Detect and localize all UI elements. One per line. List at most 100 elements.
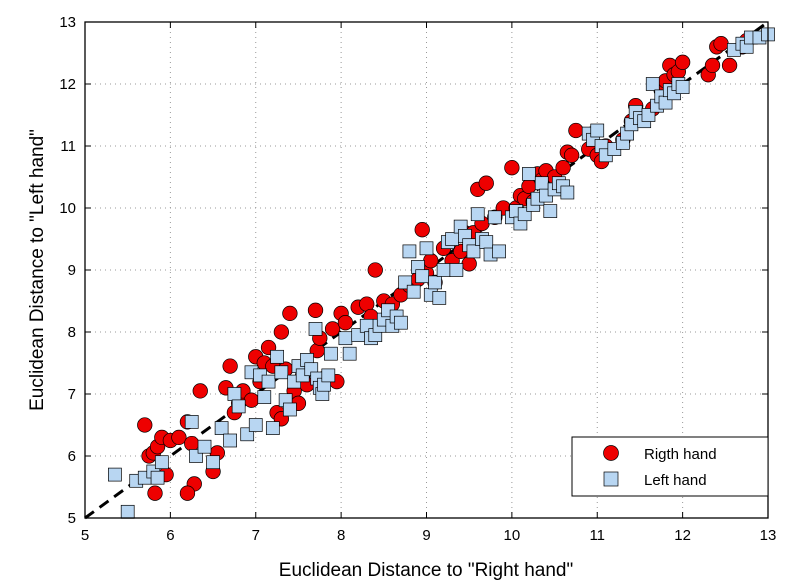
point-right-hand: [461, 256, 477, 272]
point-left-hand: [449, 263, 464, 277]
point-left-hand: [338, 331, 353, 346]
point-right-hand: [222, 358, 238, 374]
legend-marker-left-hand: [603, 471, 619, 487]
point-left-hand: [419, 241, 434, 256]
point-left-hand: [675, 80, 690, 94]
point-left-hand: [487, 210, 502, 225]
point-left-hand: [436, 263, 451, 277]
y-axis-title: Euclidean Distance to "Left hand": [27, 129, 48, 411]
point-right-hand: [243, 392, 260, 408]
point-left-hand: [150, 470, 165, 485]
x-tick-label: 10: [504, 527, 521, 544]
point-right-hand: [179, 485, 196, 501]
point-right-hand: [307, 302, 324, 318]
point-right-hand: [414, 222, 430, 238]
point-left-hand: [428, 275, 442, 290]
point-left-hand: [394, 315, 408, 330]
point-left-hand: [415, 269, 430, 284]
point-left-hand: [248, 418, 263, 432]
legend: Rigth hand Left hand: [571, 436, 769, 497]
y-tick-label: 8: [68, 324, 76, 341]
point-left-hand: [197, 439, 212, 454]
point-left-hand: [432, 291, 447, 305]
y-tick-label: 12: [59, 76, 76, 93]
point-left-hand: [261, 374, 276, 389]
point-right-hand: [721, 57, 738, 74]
point-left-hand: [265, 421, 280, 435]
point-right-hand: [324, 321, 341, 337]
point-left-hand: [534, 176, 549, 191]
point-right-hand: [423, 253, 439, 269]
point-left-hand: [492, 244, 506, 259]
point-right-hand: [171, 429, 187, 446]
x-axis-title: Euclidean Distance to "Right hand": [279, 560, 573, 581]
x-tick-label: 6: [166, 527, 174, 544]
point-right-hand: [521, 178, 537, 194]
point-right-hand: [674, 54, 691, 70]
point-left-hand: [231, 399, 246, 414]
point-right-hand: [192, 383, 208, 399]
point-right-hand: [147, 485, 163, 501]
y-tick-label: 11: [60, 138, 76, 155]
legend-label-right-hand: Rigth hand: [644, 446, 717, 463]
point-right-hand: [555, 160, 571, 176]
point-left-hand: [470, 207, 485, 222]
axis-ticks: 5 6 7 8 9 10 11 12 13 5 6 7 8 9 10 11 12 13: [59, 14, 776, 544]
point-left-hand: [257, 390, 272, 404]
point-right-hand: [568, 122, 584, 139]
point-left-hand: [342, 346, 357, 361]
y-tick-label: 7: [68, 386, 76, 403]
point-left-hand: [154, 455, 169, 470]
point-left-hand: [206, 455, 220, 470]
point-left-hand: [283, 402, 297, 417]
point-left-hand: [214, 421, 229, 435]
data-points: [108, 27, 775, 519]
point-left-hand: [543, 204, 558, 218]
x-tick-label: 8: [337, 527, 345, 544]
point-right-hand: [478, 175, 494, 191]
point-left-hand: [406, 284, 421, 299]
point-right-hand: [273, 324, 290, 340]
point-left-hand: [560, 185, 575, 200]
y-tick-label: 10: [59, 200, 76, 217]
y-tick-label: 13: [59, 14, 76, 31]
point-right-hand: [704, 57, 721, 74]
x-tick-label: 12: [674, 527, 691, 544]
point-right-hand: [713, 36, 729, 52]
point-right-hand: [337, 315, 354, 331]
point-left-hand: [445, 232, 459, 246]
point-right-hand: [563, 147, 580, 163]
y-tick-label: 6: [68, 448, 76, 465]
point-left-hand: [645, 77, 660, 91]
point-left-hand: [270, 349, 284, 364]
point-left-hand: [324, 346, 338, 361]
x-tick-label: 9: [422, 527, 430, 544]
point-left-hand: [120, 504, 135, 519]
point-left-hand: [402, 244, 417, 259]
series-left-hand: [108, 27, 775, 519]
y-tick-label: 9: [68, 262, 76, 279]
x-tick-label: 5: [81, 527, 89, 544]
point-left-hand: [321, 368, 336, 383]
point-right-hand: [184, 435, 200, 452]
point-left-hand: [308, 322, 323, 336]
point-right-hand: [504, 160, 520, 176]
point-right-hand: [137, 417, 153, 433]
point-left-hand: [274, 365, 289, 380]
legend-marker-right-hand: [603, 445, 619, 461]
x-tick-label: 11: [589, 527, 605, 544]
x-tick-label: 13: [760, 527, 777, 544]
point-right-hand: [282, 305, 298, 322]
point-left-hand: [466, 244, 481, 259]
point-left-hand: [522, 167, 536, 181]
legend-label-left-hand: Left hand: [644, 472, 707, 489]
point-left-hand: [227, 387, 242, 401]
point-left-hand: [590, 123, 605, 138]
point-left-hand: [479, 235, 494, 249]
point-left-hand: [184, 415, 199, 429]
point-right-hand: [367, 262, 383, 278]
point-left-hand: [108, 467, 122, 482]
point-left-hand: [223, 433, 237, 448]
y-tick-label: 5: [68, 510, 76, 527]
